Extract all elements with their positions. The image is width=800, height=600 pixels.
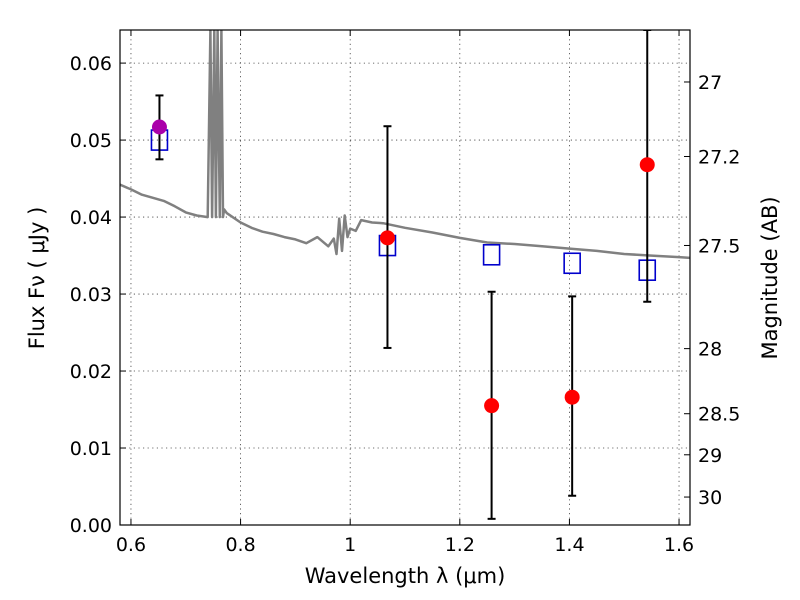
model-photometry-square xyxy=(563,252,581,275)
right-tick-label: 30 xyxy=(698,487,722,509)
model-spectrum-line xyxy=(120,30,690,260)
axis-ticks: 0.6 0.8 1 1.2 1.4 1.6 0.00 0.01 0.02 0.03 0.04 0.05… xyxy=(70,30,740,556)
x-axis-label: Wavelength λ (μm) xyxy=(305,564,506,588)
plot-area xyxy=(120,30,690,520)
observed-flux-point xyxy=(564,389,580,405)
x-tick-label: 1.4 xyxy=(554,534,584,556)
right-tick-label: 29 xyxy=(698,445,722,467)
right-tick-label: 28 xyxy=(698,339,722,361)
observed-flux-point xyxy=(379,230,395,246)
x-tick-label: 1.2 xyxy=(445,534,475,556)
observed-flux-point xyxy=(484,398,500,414)
y-tick-label: 0.02 xyxy=(70,361,112,383)
y-tick-label: 0.06 xyxy=(70,53,112,75)
model-photometry-square xyxy=(482,243,501,266)
right-tick-label: 27.5 xyxy=(698,235,740,257)
right-axis-label: Magnitude (AB) xyxy=(758,196,782,359)
y-tick-label: 0.01 xyxy=(70,438,112,460)
x-tick-label: 0.8 xyxy=(225,534,255,556)
x-tick-label: 0.6 xyxy=(116,534,146,556)
y-axis-label: Flux Fν ( μJy ) xyxy=(25,207,49,350)
observed-flux-point xyxy=(639,157,655,173)
right-tick-label: 27.2 xyxy=(698,147,740,169)
x-tick-label: 1.6 xyxy=(664,534,694,556)
y-tick-label: 0.00 xyxy=(70,515,112,537)
right-tick-label: 28.5 xyxy=(698,404,740,426)
plot-frame xyxy=(119,29,691,526)
right-tick-label: 27 xyxy=(698,72,722,94)
y-tick-label: 0.05 xyxy=(70,130,112,152)
y-tick-label: 0.03 xyxy=(70,284,112,306)
y-tick-label: 0.04 xyxy=(70,207,112,229)
observed-flux-point xyxy=(151,119,167,135)
x-tick-label: 1 xyxy=(344,534,356,556)
